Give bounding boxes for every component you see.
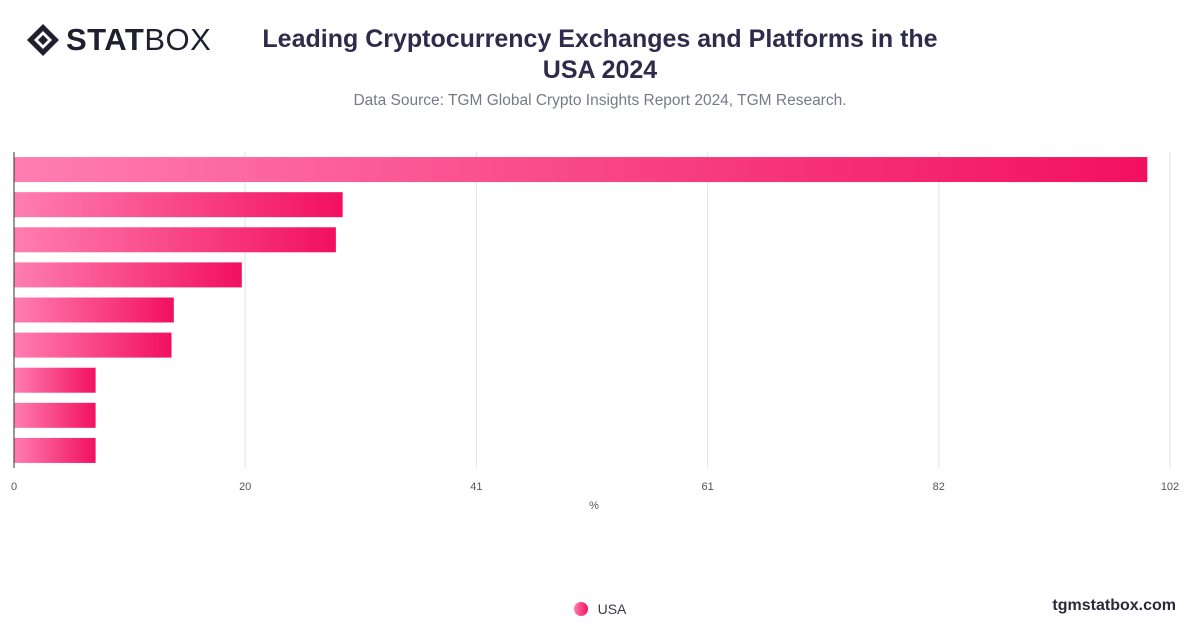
chart-subtitle: Data Source: TGM Global Crypto Insights … [353, 92, 847, 109]
logo-wordmark: STATBOX [66, 22, 211, 58]
legend-label: USA [597, 601, 627, 617]
logo-text-bold: STAT [66, 22, 145, 57]
bar[interactable] [14, 157, 1148, 183]
legend: USA [0, 601, 1200, 617]
bar[interactable] [14, 227, 336, 253]
x-axis-label: % [589, 500, 599, 512]
x-tick-label: 41 [470, 481, 482, 493]
bar[interactable] [14, 262, 242, 288]
bar[interactable] [14, 437, 96, 463]
bar[interactable] [14, 402, 96, 428]
x-tick-label: 20 [239, 481, 251, 493]
diamond-logo-icon [27, 24, 59, 56]
logo: STATBOX [26, 22, 211, 58]
legend-marker-icon [573, 602, 588, 616]
logo-text-light: BOX [144, 22, 212, 57]
bar[interactable] [14, 192, 343, 218]
bar[interactable] [14, 297, 174, 323]
bar[interactable] [14, 367, 96, 393]
chart-title: Leading Cryptocurrency Exchanges and Pla… [262, 25, 938, 84]
x-tick-label: 82 [933, 481, 945, 493]
footer-site: tgmstatbox.com [1052, 597, 1176, 614]
bar[interactable] [14, 332, 172, 358]
x-tick-label: 0 [11, 481, 17, 493]
x-tick-label: 61 [701, 481, 713, 493]
x-tick-label: 102 [1161, 481, 1179, 493]
